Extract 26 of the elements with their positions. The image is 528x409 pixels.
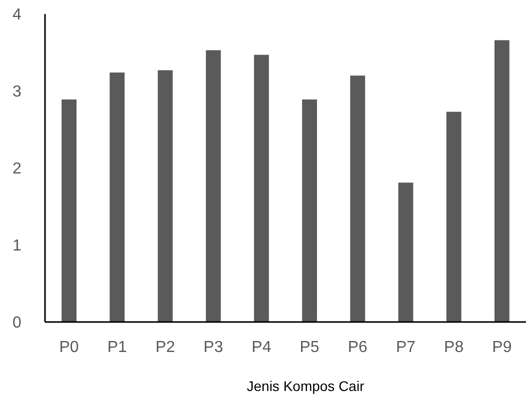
x-tick-label: P6 — [348, 339, 368, 356]
bar — [62, 99, 77, 322]
x-axis-title: Jenis Kompos Cair — [246, 378, 365, 394]
bar — [254, 54, 269, 322]
x-tick-label: P3 — [204, 339, 224, 356]
y-tick-label: 1 — [12, 238, 22, 255]
x-tick-label: P9 — [492, 339, 512, 356]
y-tick-label: 2 — [12, 160, 22, 178]
bar — [302, 99, 318, 322]
x-tick-label: P1 — [107, 339, 128, 356]
bar — [446, 112, 462, 322]
y-tick-label: 4 — [12, 6, 22, 24]
bar — [158, 70, 173, 322]
y-tick-label: 0 — [12, 314, 22, 332]
x-tick-label: P0 — [59, 339, 79, 356]
bar — [350, 76, 366, 322]
bar — [206, 50, 221, 322]
x-tick-label: P5 — [300, 339, 320, 356]
bar — [110, 72, 125, 322]
x-tick-label: P8 — [444, 339, 464, 356]
y-tick-label: 3 — [12, 84, 22, 101]
x-tick-label: P7 — [396, 339, 416, 356]
bar — [398, 182, 414, 322]
x-tick-label: P4 — [252, 339, 272, 356]
bar — [494, 40, 510, 322]
x-tick-label: P2 — [155, 339, 176, 356]
